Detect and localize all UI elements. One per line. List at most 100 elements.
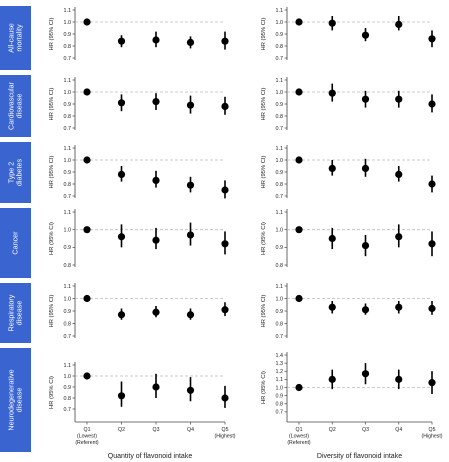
- hazard-ratio-point: [395, 233, 403, 241]
- forest-panel: 0.7 0.8 0.9 1.0 1.1 HR (95% CI): [261, 145, 436, 200]
- hazard-ratio-point: [186, 311, 195, 319]
- hazard-ratio-point: [428, 240, 436, 248]
- hazard-ratio-point: [186, 181, 195, 189]
- y-axis-title: HR (95% CI): [261, 371, 267, 404]
- y-axis-title: HR (95% CI): [49, 376, 55, 409]
- row-label-text: Respiratory: [6, 294, 15, 331]
- x-category-label: Q4: [187, 427, 194, 433]
- x-category-label: (Highest): [214, 434, 235, 440]
- hazard-ratio-point: [152, 176, 160, 184]
- row-label-background: [0, 283, 31, 343]
- row-label-text: diabetes: [14, 159, 23, 187]
- y-axis-title: HR (95% CI): [49, 295, 55, 328]
- y-tick-label: 0.8: [276, 182, 284, 188]
- y-tick-label: 1.1: [276, 146, 284, 152]
- forest-panel: 0.7 0.8 0.9 1.0 1.1 HR (95% CI): [49, 283, 229, 340]
- y-tick-label: 0.9: [64, 385, 72, 391]
- hazard-ratio-point: [186, 386, 195, 394]
- hazard-ratio-point: [295, 294, 303, 303]
- y-tick-label: 0.8: [276, 321, 284, 327]
- y-axis-title: HR (95% CI): [261, 18, 267, 51]
- y-tick-label: 1.1: [64, 210, 72, 216]
- row-label-background: [0, 348, 31, 452]
- hazard-ratio-point: [295, 18, 303, 26]
- hazard-ratio-point: [361, 241, 370, 250]
- hazard-ratio-point: [361, 95, 370, 103]
- y-tick-label: 1.0: [276, 90, 284, 96]
- hazard-ratio-point: [328, 89, 336, 97]
- hazard-ratio-point: [428, 379, 436, 387]
- y-tick-label: 0.9: [64, 245, 72, 251]
- hazard-ratio-point: [295, 156, 303, 164]
- y-tick-label: 0.8: [276, 114, 284, 120]
- y-tick-label: 0.9: [276, 393, 284, 399]
- forest-panel: 0.7 0.8 0.9 1.0 1.1 HR (95% CI): [49, 77, 229, 132]
- y-axis-title: HR (95% CI): [49, 88, 55, 121]
- hazard-ratio-point: [186, 101, 195, 109]
- hazard-ratio-point: [83, 372, 91, 380]
- y-tick-label: 0.7: [276, 334, 284, 340]
- y-tick-label: 0.7: [276, 126, 284, 132]
- y-tick-label: 1.1: [64, 78, 72, 84]
- forest-panel: 0.7 0.8 0.9 1.0 1.1 HR (95% CI): [49, 145, 229, 200]
- y-tick-label: 0.8: [64, 44, 72, 50]
- y-tick-label: 0.7: [276, 194, 284, 200]
- hazard-ratio-point: [328, 19, 336, 27]
- y-axis-title: HR (95% CI): [261, 295, 267, 328]
- row-label-text: Cardiovascular: [6, 81, 15, 130]
- y-tick-label: 0.8: [64, 114, 72, 120]
- y-tick-label: 0.8: [64, 182, 72, 188]
- forest-panel: 0.7 0.8 0.9 1.0 1.1 1.2 1.3 1.4 HR (95% CI) Q1(Lo…: [261, 352, 443, 460]
- hazard-ratio-point: [152, 36, 160, 44]
- y-tick-label: 0.7: [276, 56, 284, 62]
- y-tick-label: 1.0: [276, 158, 284, 164]
- forest-panel: 0.7 0.8 0.9 1.0 1.1 HR (95% CI): [261, 283, 436, 340]
- y-tick-label: 0.9: [64, 102, 72, 108]
- forest-panel: 0.7 0.8 0.9 1.0 1.1 HR (95% CI): [261, 77, 436, 132]
- y-axis-title: HR (95% CI): [261, 88, 267, 121]
- y-tick-label: 0.7: [64, 56, 72, 62]
- hazard-ratio-point: [295, 383, 303, 392]
- hazard-ratio-point: [152, 383, 160, 391]
- x-category-label: Q5: [222, 427, 229, 433]
- hazard-ratio-point: [361, 31, 370, 39]
- y-axis-title: HR (95% CI): [261, 222, 267, 255]
- y-tick-label: 0.9: [276, 170, 284, 176]
- hazard-ratio-point: [186, 231, 195, 239]
- y-tick-label: 1.0: [276, 20, 284, 26]
- y-tick-label: 1.0: [64, 158, 72, 164]
- hazard-ratio-point: [395, 95, 403, 103]
- hazard-ratio-point: [152, 98, 160, 106]
- hazard-ratio-point: [328, 164, 336, 172]
- y-tick-label: 0.9: [64, 170, 72, 176]
- y-axis-title: HR (95% CI): [261, 156, 267, 189]
- hazard-ratio-point: [83, 294, 91, 303]
- x-category-label: (Highest): [421, 434, 442, 440]
- x-axis-title: Quantity of flavonoid intake: [108, 453, 193, 460]
- row-label-text: Neurodegenerative: [6, 369, 15, 430]
- y-tick-label: 0.9: [64, 32, 72, 38]
- hazard-ratio-point: [117, 233, 126, 241]
- hazard-ratio-point: [152, 236, 160, 244]
- row-label-background: [0, 142, 31, 203]
- y-axis-title: HR (95% CI): [49, 222, 55, 255]
- forest-panel: 0.7 0.8 0.9 1.0 1.1 HR (95% CI): [261, 7, 436, 62]
- y-tick-label: 0.9: [276, 102, 284, 108]
- y-tick-label: 0.8: [64, 263, 72, 269]
- hazard-ratio-point: [328, 234, 336, 243]
- x-category-label: Q2: [329, 427, 336, 433]
- y-tick-label: 1.0: [64, 374, 72, 380]
- hazard-ratio-point: [395, 20, 403, 28]
- hazard-ratio-point: [117, 311, 126, 319]
- y-tick-label: 1.1: [276, 284, 284, 290]
- y-tick-label: 0.8: [276, 402, 284, 408]
- y-tick-label: 0.7: [64, 126, 72, 132]
- forest-panel: 0.8 0.9 1.0 1.1 HR (95% CI): [261, 209, 436, 269]
- y-axis-title: HR (95% CI): [49, 156, 55, 189]
- y-tick-label: 1.0: [276, 227, 284, 233]
- row-label-background: [0, 75, 31, 137]
- x-category-label: (Referent): [287, 440, 311, 446]
- row-label-text: disease: [14, 301, 23, 326]
- y-tick-label: 0.7: [276, 410, 284, 416]
- y-tick-label: 0.7: [64, 334, 72, 340]
